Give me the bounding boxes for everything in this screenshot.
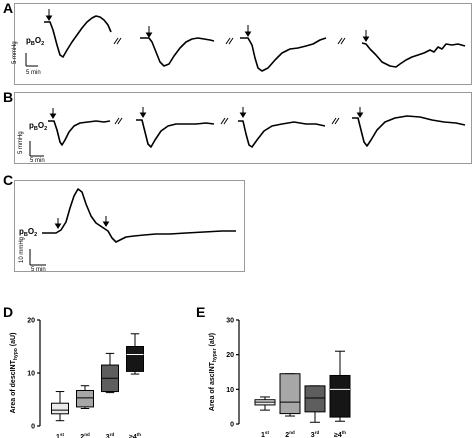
panel-c-scale-bar (29, 249, 46, 266)
panel-a-scale-bar (25, 53, 38, 67)
d-x-tick-label-3: 3rd (106, 432, 115, 438)
panel-c-scale-x: 5 min (31, 267, 46, 273)
panel-a-trace-4 (361, 42, 466, 68)
panel-b-trace-2 (136, 119, 215, 148)
panel-c-scale-y: 10 mmHg (19, 237, 25, 263)
e-y-tick-label-0: 0 (230, 422, 234, 429)
d-x-tick-label-1: 1st (56, 432, 64, 438)
panel-a-scale-x: 5 min (26, 70, 41, 76)
e-x-tick-label-4: ≥4th (334, 430, 346, 438)
e-box-1 (254, 396, 276, 411)
e-box-2 (279, 373, 301, 417)
d-x-tick-label-4: ≥4th (129, 432, 141, 438)
e-x-tick-label-3: 3rd (311, 430, 320, 438)
panel-c-frame (14, 180, 245, 272)
panel-b-scale-bar (29, 141, 44, 157)
d-box-rect-4 (126, 346, 144, 372)
panel-b-po2-label: pBO2 (29, 121, 47, 132)
d-y-tick-label-1: 10 (27, 371, 35, 378)
panel-letter-b: B (3, 89, 14, 105)
d-box-4 (126, 333, 144, 375)
d-box-2 (76, 385, 94, 410)
panel-a-trace-1 (44, 15, 112, 58)
d-box-3 (101, 352, 119, 394)
panel-b-scale-x: 5 min (30, 158, 45, 164)
panel-c-po2-label: pBO2 (19, 227, 37, 238)
e-y-axis-label: Area of ascINThyper (aU) (209, 333, 218, 411)
e-y-tick-label-2: 20 (226, 352, 234, 359)
d-box-1 (51, 391, 69, 422)
d-y-axis-label: Area of descINThypo (aU) (10, 333, 19, 414)
panel-letter-c: C (3, 172, 14, 188)
e-x-tick-label-1: 1st (261, 430, 269, 438)
panel-letter-e: E (196, 304, 206, 320)
panel-b-scale-y: 5 mmHg (18, 131, 24, 154)
panel-a-trace-2 (140, 37, 215, 67)
panel-b-trace-4 (352, 115, 466, 147)
e-box-rect-4 (329, 374, 351, 418)
d-box-rect-2 (76, 389, 94, 408)
panel-letter-a: A (3, 0, 14, 16)
e-box-4 (329, 350, 351, 422)
d-x-tick-label-2: 2nd (80, 432, 90, 438)
panel-a-frame (14, 3, 472, 85)
panel-letter-d: D (3, 304, 14, 320)
panel-b-trace-3 (238, 120, 326, 148)
d-box-rect-1 (51, 402, 69, 415)
panel-b-frame (14, 92, 472, 164)
d-y-tick-label-0: 0 (31, 424, 35, 431)
e-box-rect-2 (279, 373, 301, 415)
panel-a-scale-y: 5 mmHg (12, 41, 18, 64)
panel-a-trace-3 (240, 37, 327, 72)
e-box-3 (304, 385, 326, 423)
e-x-tick-label-2: 2nd (285, 430, 295, 438)
panel-b-trace-1 (48, 120, 111, 146)
panel-a-po2-label: pBO2 (26, 36, 44, 47)
e-y-tick-label-3: 30 (226, 318, 234, 325)
e-box-rect-3 (304, 385, 326, 413)
d-y-tick-label-2: 20 (27, 318, 35, 325)
e-y-tick-label-1: 10 (226, 387, 234, 394)
panel-c-trace-line (42, 188, 236, 243)
